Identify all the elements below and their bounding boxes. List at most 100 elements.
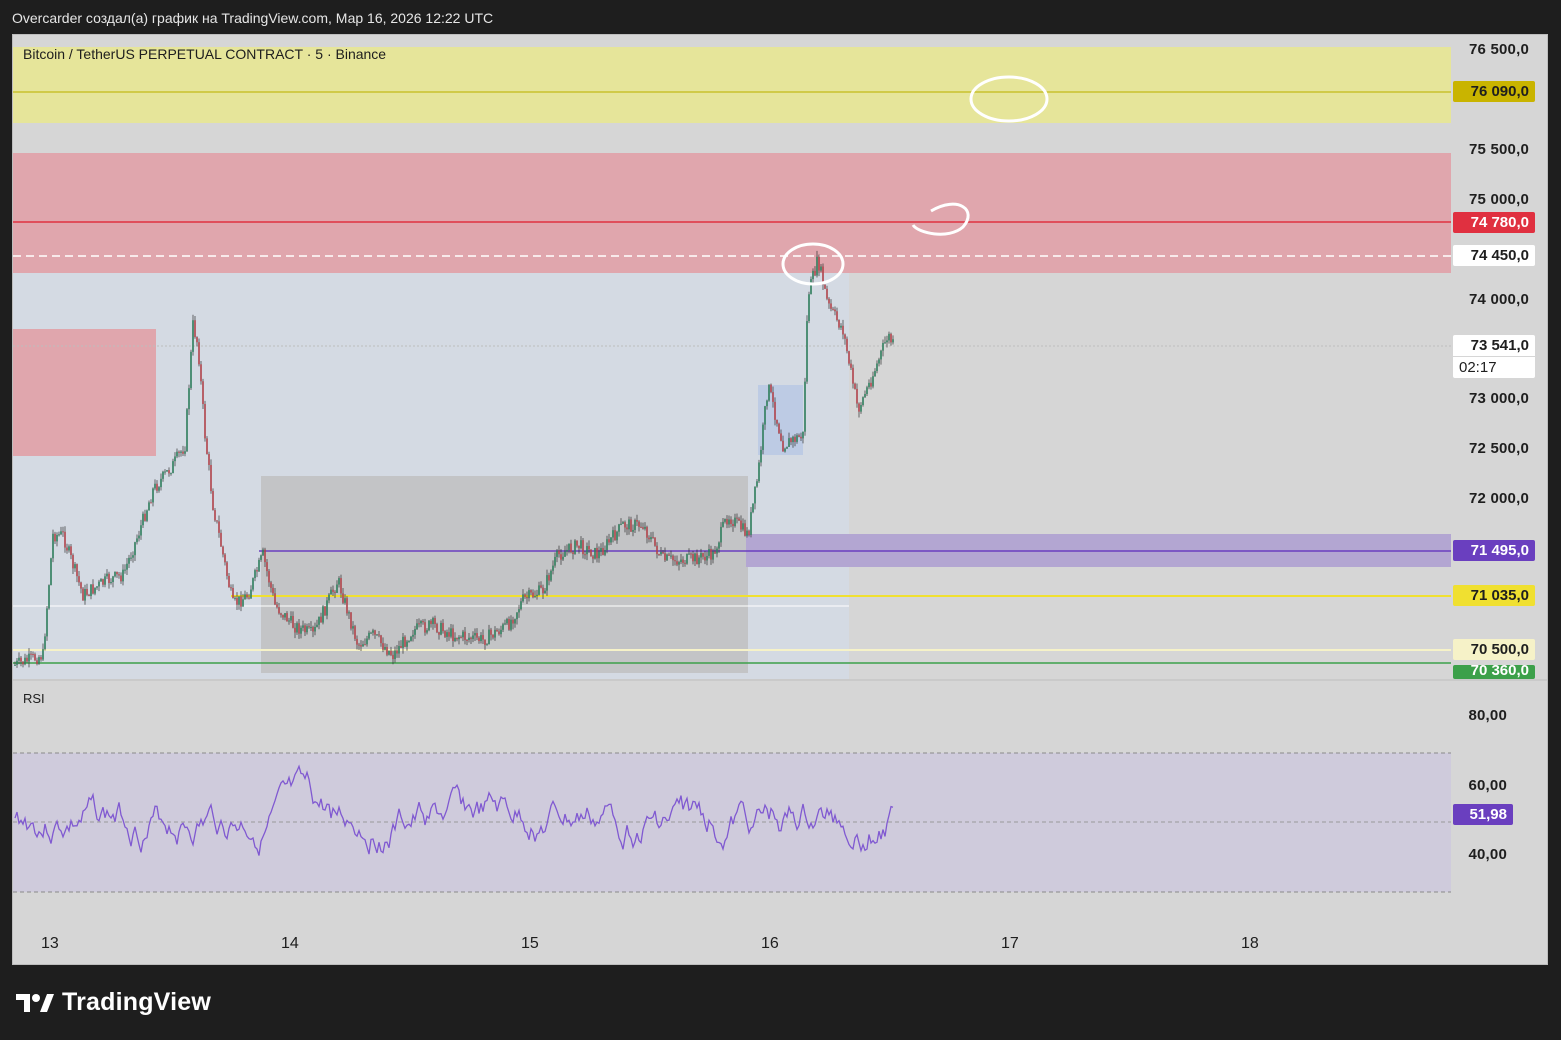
candle-body — [672, 556, 674, 561]
candle-body — [664, 553, 666, 560]
candle-body — [810, 279, 812, 294]
candle-body — [422, 621, 424, 622]
candle-body — [294, 628, 296, 633]
candle-body — [716, 549, 718, 554]
candle-body — [782, 441, 784, 452]
candle-body — [438, 632, 440, 634]
candle-body — [248, 597, 250, 598]
candle-body — [26, 658, 28, 662]
candle-body — [790, 438, 792, 442]
candle-body — [230, 587, 232, 588]
candle-body — [122, 570, 124, 582]
tradingview-brand-text: TradingView — [62, 988, 211, 1017]
candle-body — [644, 527, 646, 529]
candle-body — [352, 626, 354, 628]
candle-body — [90, 584, 92, 596]
candle-body — [596, 548, 598, 558]
candle-body — [150, 502, 152, 503]
candle-body — [658, 554, 660, 555]
candle-body — [36, 660, 38, 664]
candle-body — [42, 649, 44, 659]
price-chart[interactable] — [13, 35, 1548, 965]
candle-body — [796, 435, 798, 442]
candle-body — [732, 524, 734, 526]
candle-body — [584, 554, 586, 555]
candle-body — [842, 326, 844, 335]
candle-body — [866, 387, 868, 394]
candle-body — [592, 556, 594, 558]
tradingview-logo[interactable]: TradingView — [16, 988, 211, 1017]
rsi-tick: 80,00 — [1468, 707, 1507, 724]
candle-body — [76, 564, 78, 576]
candle-body — [436, 624, 438, 632]
candle-body — [240, 596, 242, 606]
candle-body — [284, 613, 286, 617]
candle-body — [226, 562, 228, 576]
candle-body — [188, 388, 190, 409]
candle-body — [614, 530, 616, 540]
candle-body — [206, 438, 208, 454]
candle-body — [848, 351, 850, 363]
candle-body — [30, 654, 32, 655]
candle-body — [154, 484, 156, 489]
candle-body — [552, 566, 554, 571]
purple-level-badge: 71 495,0 — [1453, 540, 1535, 561]
red-supply-zone — [13, 153, 1451, 273]
candle-body — [20, 658, 22, 662]
candle-body — [368, 633, 370, 639]
candle-body — [806, 321, 808, 382]
candle-body — [320, 617, 322, 623]
candle-body — [396, 650, 398, 653]
candle-body — [786, 447, 788, 449]
candle-body — [814, 271, 816, 276]
candle-body — [884, 342, 886, 343]
chart-canvas[interactable]: Bitcoin / TetherUS PERPETUAL CONTRACT · … — [12, 34, 1548, 965]
candle-body — [878, 359, 880, 363]
candle-body — [168, 470, 170, 473]
candle-body — [880, 351, 882, 360]
candle-body — [690, 554, 692, 555]
date-tick: 15 — [521, 935, 539, 953]
candle-body — [272, 588, 274, 593]
candle-body — [816, 257, 818, 276]
candle-body — [588, 546, 590, 549]
candle-body — [72, 555, 74, 568]
candle-body — [754, 487, 756, 504]
candle-body — [618, 524, 620, 531]
candle-body — [310, 627, 312, 628]
candle-body — [730, 519, 732, 523]
candle-body — [528, 590, 530, 598]
candle-body — [136, 538, 138, 542]
candle-body — [450, 628, 452, 636]
candle-body — [474, 633, 476, 635]
candle-body — [548, 575, 550, 580]
candle-body — [348, 612, 350, 613]
candle-body — [604, 550, 606, 555]
chart-caption: Overcarder создал(a) график на TradingVi… — [12, 10, 493, 26]
candle-body — [846, 339, 848, 351]
candle-body — [756, 481, 758, 486]
candle-body — [344, 598, 346, 603]
candle-body — [404, 637, 406, 647]
candle-body — [370, 633, 372, 634]
candle-body — [186, 409, 188, 451]
candle-body — [222, 547, 224, 555]
candle-body — [714, 551, 716, 553]
candle-body — [316, 625, 318, 627]
candle-body — [612, 530, 614, 537]
candle-body — [838, 320, 840, 328]
candle-body — [434, 618, 436, 624]
candle-body — [386, 647, 388, 655]
candle-body — [424, 622, 426, 632]
candle-body — [496, 630, 498, 632]
candle-body — [538, 585, 540, 594]
candle-body — [794, 437, 796, 442]
candle-body — [440, 623, 442, 635]
candle-body — [776, 420, 778, 424]
candle-body — [280, 613, 282, 614]
candle-body — [224, 554, 226, 562]
candle-body — [524, 594, 526, 596]
candle-body — [784, 449, 786, 452]
candle-body — [406, 642, 408, 647]
candle-body — [700, 553, 702, 557]
